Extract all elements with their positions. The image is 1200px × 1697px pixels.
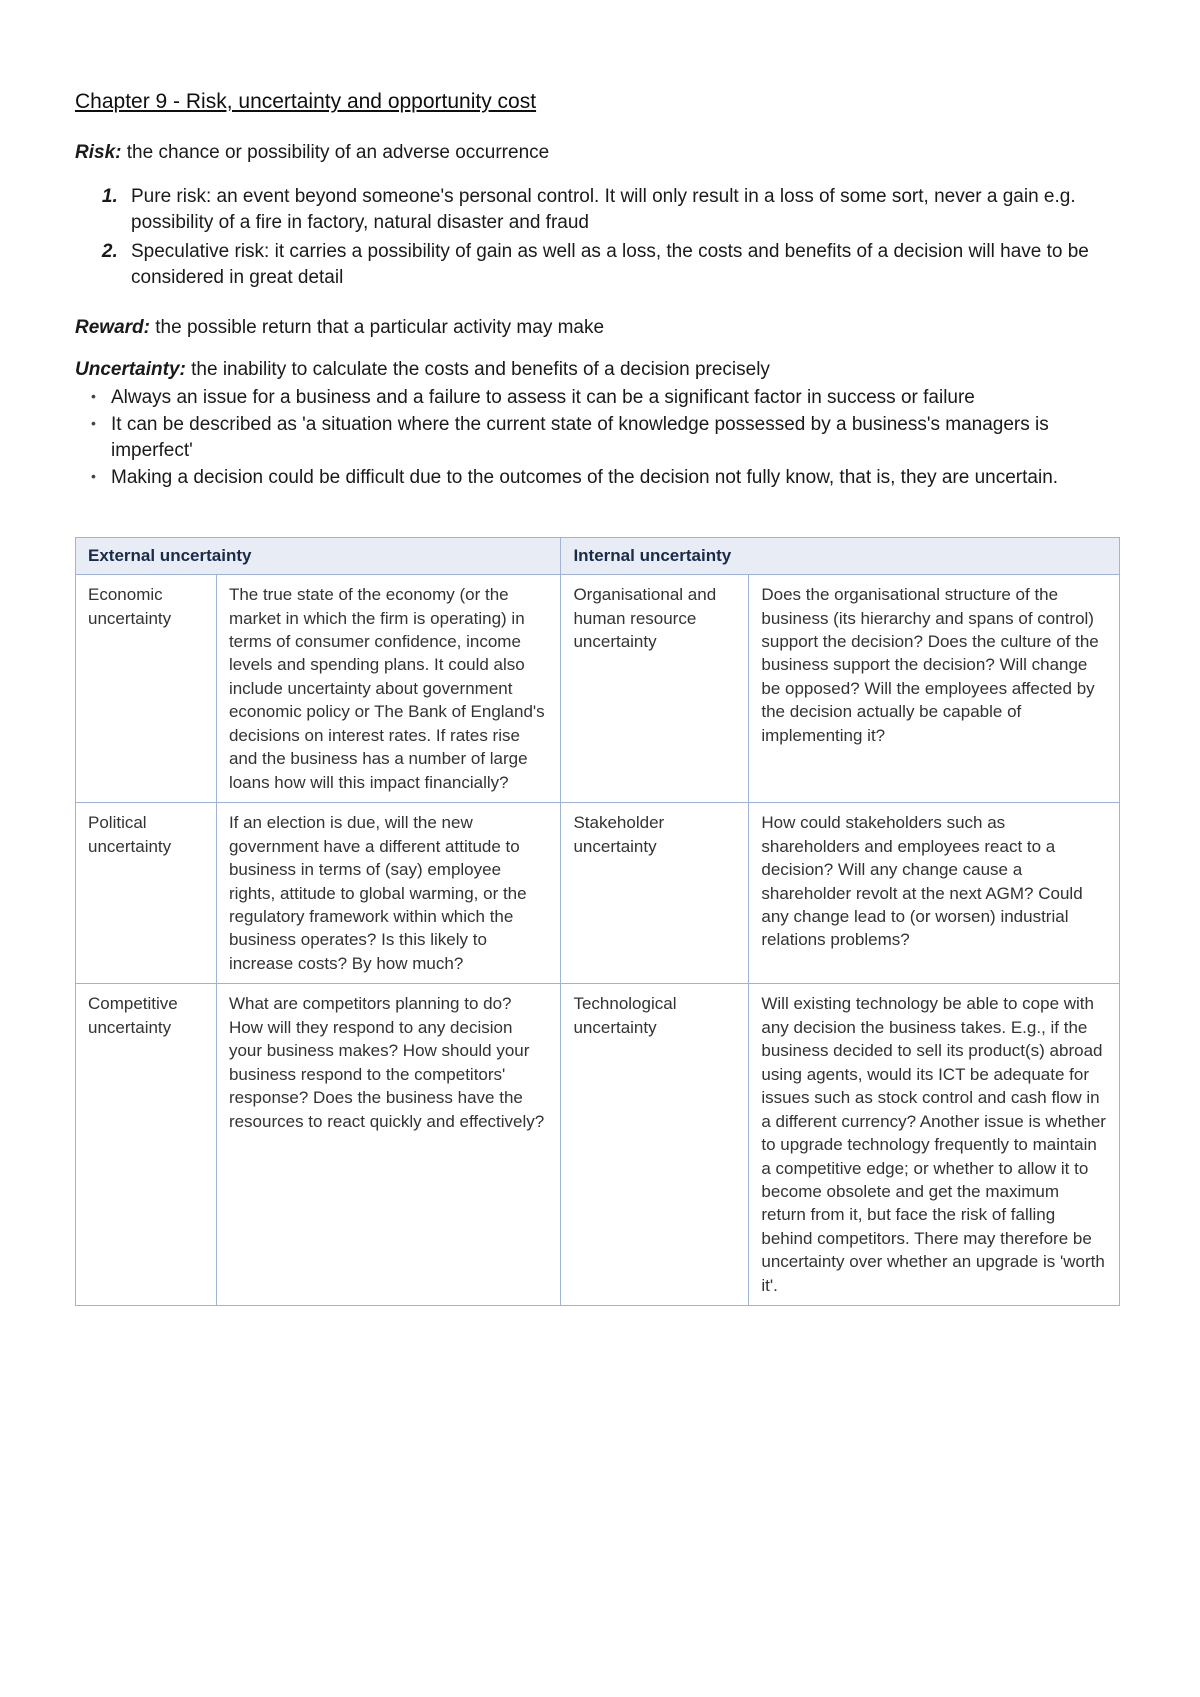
cell-ext-desc: What are competitors planning to do? How… <box>216 984 561 1306</box>
cell-int-desc: How could stakeholders such as sharehold… <box>749 803 1120 984</box>
uncertainty-text: the inability to calculate the costs and… <box>186 359 770 380</box>
list-item: Always an issue for a business and a fai… <box>99 385 1120 411</box>
chapter-title: Chapter 9 - Risk, uncertainty and opport… <box>75 90 1120 114</box>
list-item: Making a decision could be difficult due… <box>99 465 1120 491</box>
uncertainty-table: External uncertainty Internal uncertaint… <box>75 537 1120 1306</box>
risk-definition: Risk: the chance or possibility of an ad… <box>75 142 1120 164</box>
table-row: Economic uncertainty The true state of t… <box>76 575 1120 803</box>
list-item: Pure risk: an event beyond someone's per… <box>123 184 1120 235</box>
cell-ext-desc: If an election is due, will the new gove… <box>216 803 561 984</box>
reward-definition: Reward: the possible return that a parti… <box>75 317 1120 339</box>
header-internal: Internal uncertainty <box>561 538 1120 575</box>
risk-term: Risk: <box>75 142 121 163</box>
table-row: Political uncertainty If an election is … <box>76 803 1120 984</box>
cell-int-label: Stakeholder uncertainty <box>561 803 749 984</box>
document-page: Chapter 9 - Risk, uncertainty and opport… <box>0 0 1200 1697</box>
cell-int-desc: Will existing technology be able to cope… <box>749 984 1120 1306</box>
cell-int-desc: Does the organisational structure of the… <box>749 575 1120 803</box>
uncertainty-definition: Uncertainty: the inability to calculate … <box>75 359 1120 381</box>
reward-text: the possible return that a particular ac… <box>150 317 604 338</box>
cell-ext-desc: The true state of the economy (or the ma… <box>216 575 561 803</box>
risk-text: the chance or possibility of an adverse … <box>121 142 549 163</box>
list-item: Speculative risk: it carries a possibili… <box>123 239 1120 290</box>
list-item: It can be described as 'a situation wher… <box>99 412 1120 463</box>
table-header-row: External uncertainty Internal uncertaint… <box>76 538 1120 575</box>
uncertainty-points-list: Always an issue for a business and a fai… <box>75 385 1120 492</box>
header-external: External uncertainty <box>76 538 561 575</box>
cell-int-label: Technological uncertainty <box>561 984 749 1306</box>
uncertainty-term: Uncertainty: <box>75 359 186 380</box>
cell-ext-label: Competitive uncertainty <box>76 984 217 1306</box>
risk-types-list: Pure risk: an event beyond someone's per… <box>75 184 1120 291</box>
cell-ext-label: Economic uncertainty <box>76 575 217 803</box>
table-row: Competitive uncertainty What are competi… <box>76 984 1120 1306</box>
cell-ext-label: Political uncertainty <box>76 803 217 984</box>
reward-term: Reward: <box>75 317 150 338</box>
cell-int-label: Organisational and human resource uncert… <box>561 575 749 803</box>
